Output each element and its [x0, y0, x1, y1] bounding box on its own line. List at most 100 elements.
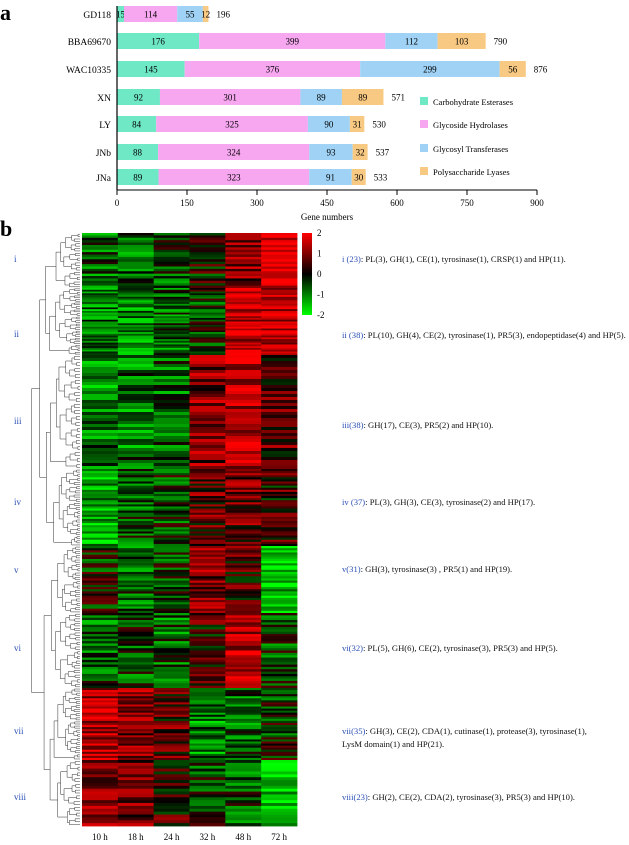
heatmap-cell [189, 397, 226, 401]
heatmap-cell [153, 498, 190, 501]
heatmap-cell [153, 794, 190, 798]
heatmap-cell [261, 247, 298, 251]
heatmap-cell [117, 391, 155, 395]
heatmap-cell [82, 469, 119, 472]
heatmap-cell [153, 247, 190, 251]
heatmap-cell [82, 624, 119, 628]
heatmap-cell [153, 741, 190, 744]
heatmap-cell [82, 344, 119, 347]
heatmap-cell [82, 471, 119, 474]
heatmap-cell [153, 554, 190, 558]
heatmap-cell [261, 777, 298, 781]
heatmap-cell [117, 349, 155, 352]
heatmap-cell [189, 247, 226, 251]
heatmap-cell [225, 309, 262, 312]
cluster-annotation: iii(38): GH(17), CE(3), PR5(2) and HP(10… [342, 420, 493, 430]
heatmap-cell [225, 702, 262, 705]
heatmap-cell [261, 439, 298, 443]
heatmap-cell [189, 433, 226, 437]
category-label: JNb [96, 149, 112, 159]
heatmap-cell [225, 777, 262, 781]
heatmap-cell [261, 498, 298, 501]
heatmap-cell [225, 276, 262, 279]
heatmap-cell [261, 722, 298, 726]
heatmap-cell [82, 671, 119, 675]
heatmap-cell [153, 296, 190, 299]
heatmap-cell [117, 296, 155, 299]
heatmap-cell [189, 567, 226, 571]
heatmap-cell [153, 271, 190, 275]
heatmap-cell [189, 622, 226, 626]
heatmap-cell [189, 664, 226, 668]
heatmap-cell [225, 615, 262, 619]
heatmap-cell [189, 471, 226, 474]
heatmap-cell [82, 300, 119, 303]
heatmap-cell [82, 430, 119, 434]
heatmap-cell [82, 460, 119, 464]
heatmap-cell [225, 666, 262, 670]
heatmap-cell [189, 442, 226, 446]
heatmap-cell [189, 293, 226, 296]
heatmap-cell [261, 430, 298, 434]
heatmap-cell [117, 576, 155, 579]
heatmap-cell [117, 669, 155, 672]
heatmap-cell [189, 254, 226, 258]
heatmap-cell [225, 303, 262, 307]
heatmap-cell [153, 751, 190, 755]
heatmap-cell [82, 237, 119, 241]
heatmap-cell [117, 706, 155, 709]
heatmap-cell [82, 641, 119, 644]
heatmap-cell [189, 803, 226, 807]
heatmap-cell [261, 805, 298, 810]
heatmap-cell [189, 259, 226, 263]
heatmap-cell [225, 725, 262, 728]
heatmap-cell [261, 731, 298, 734]
heatmap-cell [225, 823, 262, 827]
heatmap-cell [82, 753, 119, 757]
heatmap-cell [82, 500, 119, 503]
heatmap-cell [82, 666, 119, 670]
heatmap-cell [153, 415, 190, 419]
bar-segment [158, 169, 310, 185]
heatmap-cell [261, 406, 298, 410]
bar-value-label: 93 [326, 148, 336, 158]
heatmap-cell [261, 340, 298, 344]
heatmap-cell [117, 337, 155, 340]
heatmap-cell [153, 454, 190, 458]
heatmap-cell [153, 666, 190, 670]
bar-value-label: 92 [134, 93, 143, 103]
heatmap-cell [117, 805, 155, 810]
heatmap-cell [225, 293, 262, 296]
heatmap-cell [82, 733, 119, 736]
heatmap-cell [225, 700, 262, 703]
heatmap-cell [225, 307, 262, 310]
heatmap-cell [261, 473, 298, 476]
heatmap-cell [225, 531, 262, 534]
heatmap-cell [82, 714, 119, 718]
heatmap-cell [261, 765, 298, 770]
heatmap-cell [225, 291, 262, 294]
heatmap-cell [82, 537, 119, 541]
cluster-annotation: i (23): PL(3), GH(1), CE(1), tyrosinase(… [342, 254, 566, 264]
heatmap-cell [261, 518, 298, 522]
heatmap-cell [261, 610, 298, 614]
heatmap-cell [189, 791, 226, 795]
cluster-label: iv [14, 497, 22, 507]
heatmap-cell [82, 510, 119, 514]
heatmap-cell [189, 531, 226, 534]
bar-value-label: 90 [324, 120, 334, 130]
x-tick-label: 150 [180, 198, 194, 208]
heatmap-cell [153, 716, 190, 720]
heatmap-cell [189, 510, 226, 514]
heatmap-cell [189, 650, 226, 654]
heatmap-cell [117, 247, 155, 251]
heatmap-cell [225, 606, 262, 610]
heatmap-cell [189, 382, 226, 386]
heatmap-cell [261, 325, 298, 328]
bar-value-label: 399 [285, 37, 299, 47]
heatmap-cell [153, 485, 190, 489]
heatmap-cell [82, 493, 119, 497]
heatmap-cell [117, 760, 155, 764]
heatmap-cell [225, 273, 262, 277]
heatmap-cell [261, 264, 298, 267]
